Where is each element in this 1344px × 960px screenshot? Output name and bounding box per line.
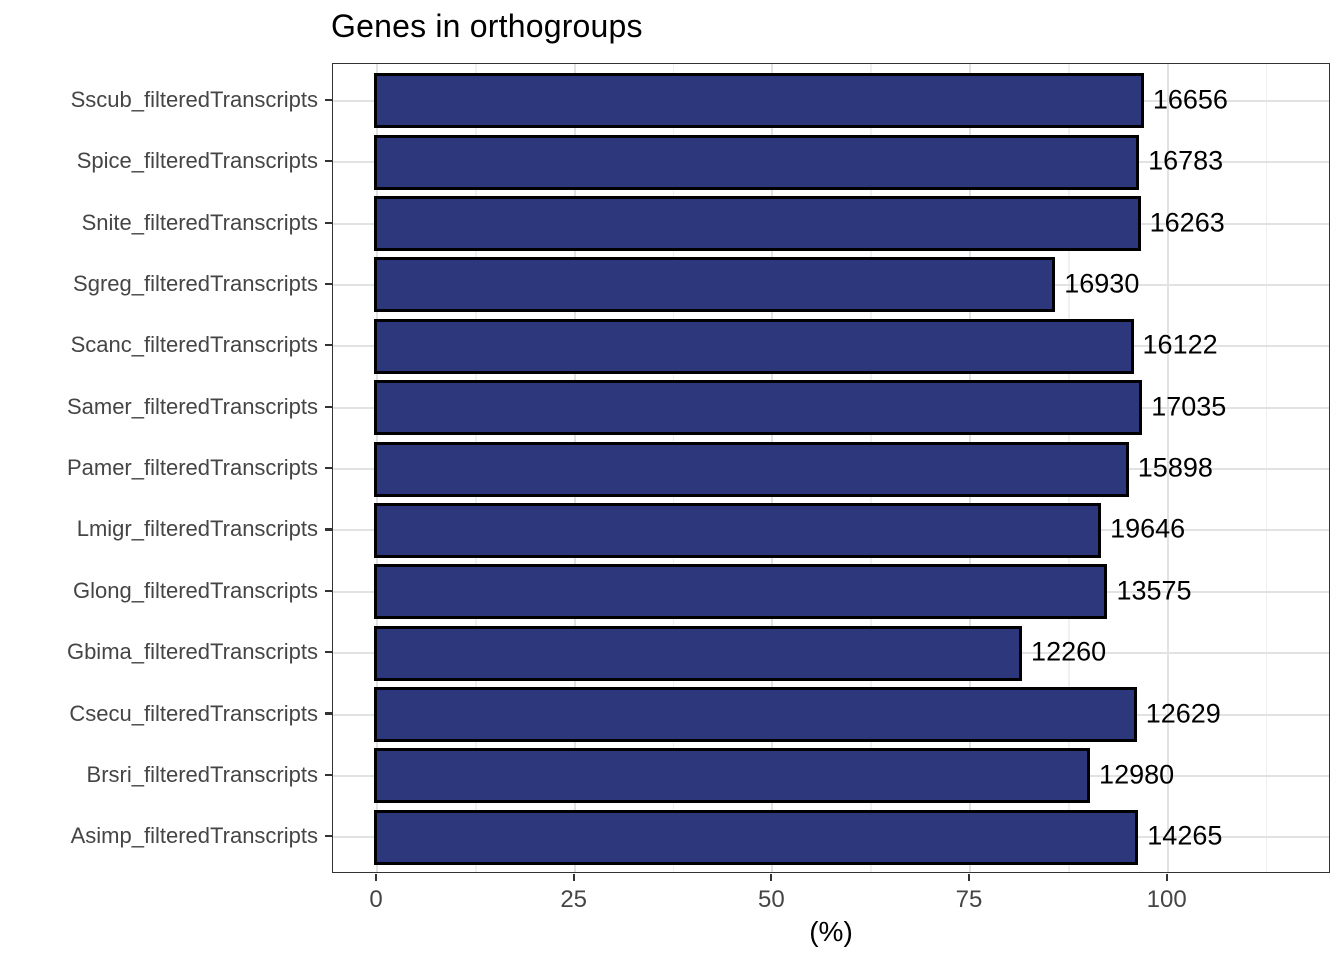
- bar: [374, 196, 1141, 252]
- bar-value-label: 15898: [1137, 452, 1213, 483]
- y-tick: [325, 528, 332, 531]
- x-tick: [374, 874, 378, 881]
- x-tick-label: 100: [1146, 886, 1187, 913]
- y-tick: [325, 589, 332, 592]
- bar: [374, 441, 1129, 497]
- x-tick-label: 0: [369, 886, 383, 913]
- y-axis-label: Csecu_filteredTranscripts: [69, 700, 318, 726]
- y-axis-label: Sgreg_filteredTranscripts: [73, 270, 318, 296]
- bar: [374, 625, 1023, 681]
- bar: [374, 748, 1091, 804]
- y-tick: [325, 98, 332, 101]
- bar: [374, 687, 1137, 742]
- y-axis-label: Pamer_filteredTranscripts: [66, 455, 318, 481]
- plot-panel: [332, 63, 1330, 873]
- bar-value-label: 16783: [1148, 145, 1224, 176]
- y-axis-label: Brsri_filteredTranscripts: [86, 761, 318, 787]
- bar-value-label: 12629: [1145, 698, 1221, 728]
- bar: [374, 73, 1144, 129]
- bar: [374, 502, 1102, 558]
- y-axis-label: Snite_filteredTranscripts: [81, 209, 318, 235]
- y-axis-label: Glong_filteredTranscripts: [73, 577, 318, 603]
- x-tick: [967, 874, 971, 881]
- y-tick: [325, 160, 332, 163]
- y-axis-label: Spice_filteredTranscripts: [76, 148, 318, 174]
- y-tick: [325, 221, 332, 224]
- y-axis-label: Sscub_filteredTranscripts: [70, 86, 318, 112]
- x-axis-title: (%): [809, 916, 853, 947]
- x-tick-label: 25: [560, 886, 588, 913]
- gridline-major: [1166, 64, 1169, 872]
- bar: [374, 809, 1139, 865]
- y-axis-label: Samer_filteredTranscripts: [66, 393, 318, 419]
- bar-value-label: 16656: [1152, 84, 1228, 115]
- y-tick: [325, 773, 332, 776]
- x-tick: [770, 874, 773, 881]
- y-axis-label: Lmigr_filteredTranscripts: [76, 516, 318, 542]
- bar-value-label: 12260: [1031, 636, 1107, 667]
- bar: [374, 257, 1056, 313]
- y-tick: [325, 651, 332, 654]
- y-axis-label: Asimp_filteredTranscripts: [70, 823, 318, 849]
- bar-value-label: 17035: [1151, 391, 1227, 422]
- gridline-minor: [1265, 64, 1268, 872]
- plot-title: Genes in orthogroups: [331, 8, 643, 44]
- y-tick: [325, 712, 332, 715]
- bar: [374, 134, 1140, 190]
- bar-value-label: 13575: [1116, 575, 1192, 606]
- y-axis-label: Gbima_filteredTranscripts: [66, 639, 318, 665]
- bar-value-label: 12980: [1099, 759, 1175, 790]
- bar: [374, 318, 1134, 374]
- bar-value-label: 16122: [1142, 329, 1218, 360]
- y-tick: [325, 835, 332, 838]
- bar-value-label: 16263: [1149, 207, 1225, 238]
- y-axis-label: Scanc_filteredTranscripts: [70, 332, 318, 358]
- y-tick: [325, 405, 332, 408]
- bar: [374, 380, 1143, 436]
- y-tick: [325, 344, 332, 347]
- bar-value-label: 19646: [1110, 513, 1186, 544]
- y-tick: [325, 466, 332, 470]
- x-tick-label: 75: [955, 886, 983, 913]
- x-tick: [1165, 874, 1168, 881]
- x-tick-label: 50: [757, 886, 785, 913]
- bar-value-label: 14265: [1147, 820, 1223, 851]
- bar: [374, 564, 1108, 620]
- x-tick: [572, 874, 575, 881]
- y-tick: [325, 282, 332, 286]
- bar-value-label: 16930: [1064, 268, 1140, 299]
